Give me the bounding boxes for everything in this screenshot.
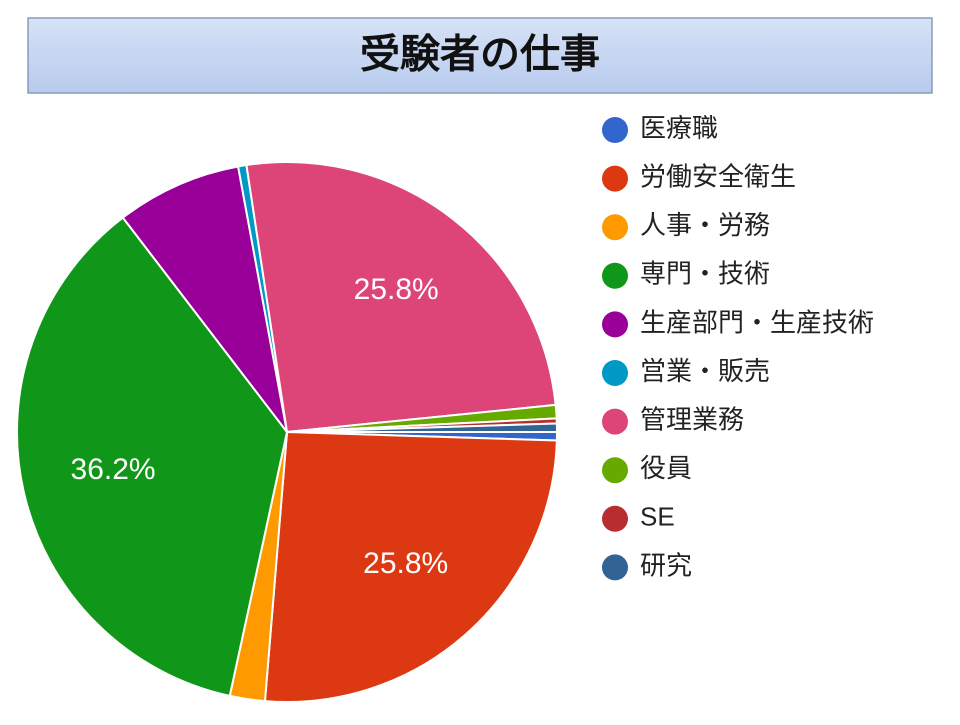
legend-swatch bbox=[602, 505, 628, 532]
legend-swatch bbox=[602, 117, 628, 143]
slice-label: 25.8% bbox=[363, 547, 448, 580]
pie-slice bbox=[286, 422, 559, 433]
chart-title: 受験者の仕事 bbox=[360, 33, 600, 77]
legend-label: 医療職 bbox=[640, 113, 718, 143]
legend-label: 研究 bbox=[640, 550, 692, 580]
legend-swatch bbox=[602, 457, 628, 484]
legend-swatch bbox=[602, 214, 628, 241]
pie-slice bbox=[263, 430, 558, 703]
legend-swatch bbox=[602, 311, 628, 338]
legend-swatch bbox=[602, 554, 628, 581]
legend-swatch bbox=[602, 360, 628, 386]
legend-label: 人事・労務 bbox=[640, 210, 770, 240]
slice-label: 25.8% bbox=[354, 273, 439, 306]
pie-slice bbox=[16, 216, 289, 698]
legend-swatch bbox=[602, 408, 628, 435]
legend-label: 生産部門・生産技術 bbox=[640, 307, 874, 337]
legend-label: SE bbox=[640, 502, 675, 532]
title-banner bbox=[27, 17, 933, 94]
legend-label: 役員 bbox=[640, 453, 692, 483]
legend-label: 専門・技術 bbox=[640, 259, 770, 289]
legend-swatch bbox=[602, 262, 628, 289]
legend-label: 営業・販売 bbox=[640, 356, 770, 386]
legend-label: 労働安全衛生 bbox=[640, 161, 796, 191]
pie-slice bbox=[121, 165, 288, 433]
legend-swatch bbox=[602, 165, 628, 192]
legend-label: 管理業務 bbox=[640, 404, 744, 434]
pie-slice bbox=[245, 161, 557, 434]
slice-label: 36.2% bbox=[71, 453, 156, 486]
